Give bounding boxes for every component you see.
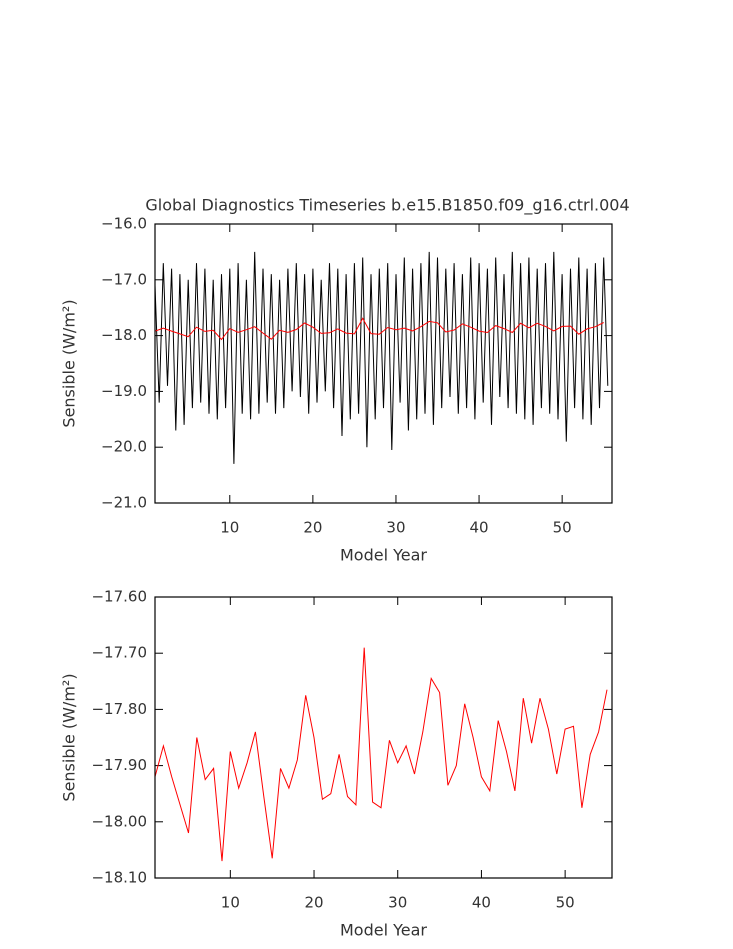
y-tick-label: −18.10 bbox=[91, 869, 147, 887]
x-axis-label: Model Year bbox=[340, 921, 427, 940]
x-tick-label: 30 bbox=[386, 519, 405, 537]
y-tick-label: −20.0 bbox=[101, 438, 147, 456]
y-axis-label: Sensible (W/m²) bbox=[60, 673, 79, 801]
y-tick-label: −18.00 bbox=[91, 812, 147, 830]
data-line bbox=[154, 251, 609, 464]
x-axis-label: Model Year bbox=[340, 546, 427, 565]
x-tick-label: 50 bbox=[553, 519, 572, 537]
y-tick-label: −21.0 bbox=[101, 494, 147, 512]
y-tick-label: −17.80 bbox=[91, 700, 147, 718]
y-tick-label: −17.60 bbox=[91, 588, 147, 606]
y-tick-label: −17.70 bbox=[91, 644, 147, 662]
x-tick-label: 40 bbox=[472, 894, 491, 912]
y-tick-label: −16.0 bbox=[101, 215, 147, 233]
plot-frame bbox=[154, 596, 613, 879]
x-tick-label: 20 bbox=[304, 894, 323, 912]
y-axis-label: Sensible (W/m²) bbox=[60, 299, 79, 427]
x-tick-label: 30 bbox=[388, 894, 407, 912]
data-line bbox=[154, 317, 604, 341]
y-tick-label: −17.90 bbox=[91, 756, 147, 774]
y-tick-label: −18.0 bbox=[101, 326, 147, 344]
y-tick-label: −17.0 bbox=[101, 270, 147, 288]
x-tick-label: 40 bbox=[470, 519, 489, 537]
y-tick-label: −19.0 bbox=[101, 382, 147, 400]
x-tick-label: 50 bbox=[556, 894, 575, 912]
x-tick-label: 10 bbox=[220, 519, 239, 537]
x-tick-label: 10 bbox=[221, 894, 240, 912]
x-tick-label: 20 bbox=[303, 519, 322, 537]
plot-frame bbox=[154, 223, 613, 504]
data-line bbox=[154, 647, 608, 862]
chart-title: Global Diagnostics Timeseries b.e15.B185… bbox=[145, 196, 629, 216]
